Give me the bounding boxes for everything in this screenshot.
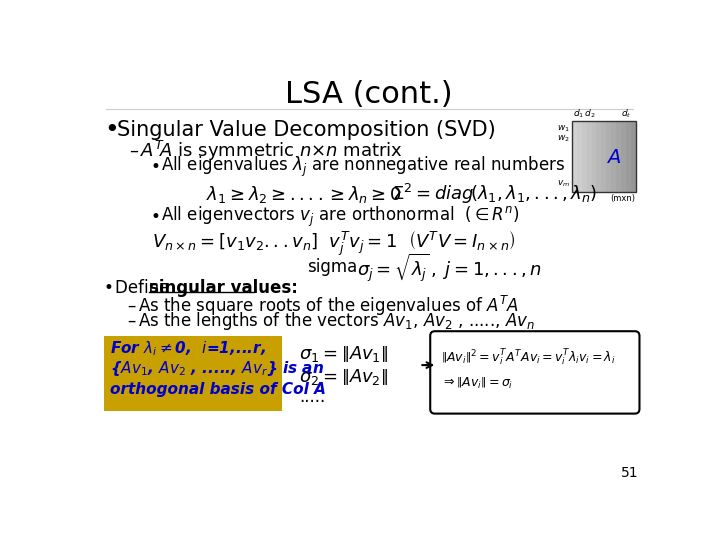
Bar — [572, 121, 577, 192]
Bar — [631, 121, 636, 192]
Bar — [621, 121, 626, 192]
FancyBboxPatch shape — [104, 336, 282, 411]
Text: $\sigma_j = \sqrt{\lambda_j}\,,\; j = 1,...,n$: $\sigma_j = \sqrt{\lambda_j}\,,\; j = 1,… — [357, 251, 542, 284]
Bar — [592, 121, 596, 192]
Text: $A^T\!A$ is symmetric $n{\times}n$ matrix: $A^T\!A$ is symmetric $n{\times}n$ matri… — [140, 139, 403, 163]
Bar — [577, 121, 582, 192]
Text: All eigenvalues $\lambda_j$ are nonnegative real numbers: All eigenvalues $\lambda_j$ are nonnegat… — [161, 155, 565, 179]
Text: Define: Define — [114, 279, 174, 297]
Bar — [606, 121, 611, 192]
Text: Singular Value Decomposition (SVD): Singular Value Decomposition (SVD) — [117, 120, 496, 140]
Text: As the square roots of the eigenvalues of $A^T$$A$: As the square roots of the eigenvalues o… — [138, 294, 519, 318]
Text: sigma: sigma — [307, 258, 357, 276]
Text: 51: 51 — [621, 466, 639, 480]
Text: {$Av_1$, $Av_2$ , ....., $Av_r$} is an: {$Av_1$, $Av_2$ , ....., $Av_r$} is an — [110, 360, 324, 379]
Bar — [601, 121, 606, 192]
Text: $v_m$: $v_m$ — [557, 179, 570, 190]
Text: $V_{n\times n} = \left[v_1 v_2 ... v_n\right]$  $v_j^T v_j = 1$  $\left(V^T V = : $V_{n\times n} = \left[v_1 v_2 ... v_n\r… — [152, 230, 516, 258]
Text: (mxn): (mxn) — [611, 194, 636, 203]
Text: •: • — [104, 118, 119, 142]
Text: $d_t$: $d_t$ — [621, 108, 631, 120]
Bar — [572, 121, 636, 192]
Text: $\Rightarrow \left\|Av_i\right\| = \sigma_i$: $\Rightarrow \left\|Av_i\right\| = \sigm… — [441, 376, 513, 391]
Text: As the lengths of the vectors $Av_1$, $Av_2$ , ....., $Av_n$: As the lengths of the vectors $Av_1$, $A… — [138, 310, 535, 332]
Text: LSA (cont.): LSA (cont.) — [285, 79, 453, 109]
Text: $A$: $A$ — [606, 148, 621, 167]
Text: All eigenvectors $v_j$ are orthonormal  ($\in R^n$): All eigenvectors $v_j$ are orthonormal (… — [161, 205, 520, 229]
Text: $w_1$: $w_1$ — [557, 124, 570, 134]
Text: –: – — [129, 142, 138, 160]
Text: $\lambda_1 \geq \lambda_2 \geq .... \geq \lambda_n \geq 0$: $\lambda_1 \geq \lambda_2 \geq .... \geq… — [206, 184, 402, 205]
Bar — [616, 121, 621, 192]
Text: .....: ..... — [300, 388, 325, 407]
Bar — [596, 121, 601, 192]
Text: –: – — [127, 297, 135, 315]
Text: orthogonal basis of Col A: orthogonal basis of Col A — [110, 382, 326, 397]
Text: $\sigma_2 = \left\|Av_2\right\|$: $\sigma_2 = \left\|Av_2\right\|$ — [300, 367, 389, 387]
Text: •: • — [150, 208, 161, 226]
Text: $\left\|Av_i\right\|^2 = v_i^T A^T Av_i = v_i^T \lambda_i v_i = \lambda_i$: $\left\|Av_i\right\|^2 = v_i^T A^T Av_i … — [441, 347, 616, 368]
Text: •: • — [104, 279, 114, 297]
Text: singular values:: singular values: — [149, 279, 298, 297]
Text: –: – — [127, 312, 135, 330]
Bar — [626, 121, 631, 192]
Bar — [611, 121, 616, 192]
Text: $\Sigma^2 = diag\!\left(\lambda_1, \lambda_1,...,\lambda_n\right)$: $\Sigma^2 = diag\!\left(\lambda_1, \lamb… — [392, 182, 598, 206]
Text: •: • — [150, 158, 161, 176]
Text: $w_2$: $w_2$ — [557, 133, 570, 144]
Bar — [582, 121, 587, 192]
Text: $\sigma_1 = \left\|Av_1\right\|$: $\sigma_1 = \left\|Av_1\right\|$ — [300, 343, 389, 363]
Bar — [587, 121, 592, 192]
Text: For $\lambda_i\neq$0,  $i$=1,...r,: For $\lambda_i\neq$0, $i$=1,...r, — [110, 340, 266, 358]
FancyBboxPatch shape — [431, 331, 639, 414]
Text: $d_1\,d_2$: $d_1\,d_2$ — [573, 108, 595, 120]
